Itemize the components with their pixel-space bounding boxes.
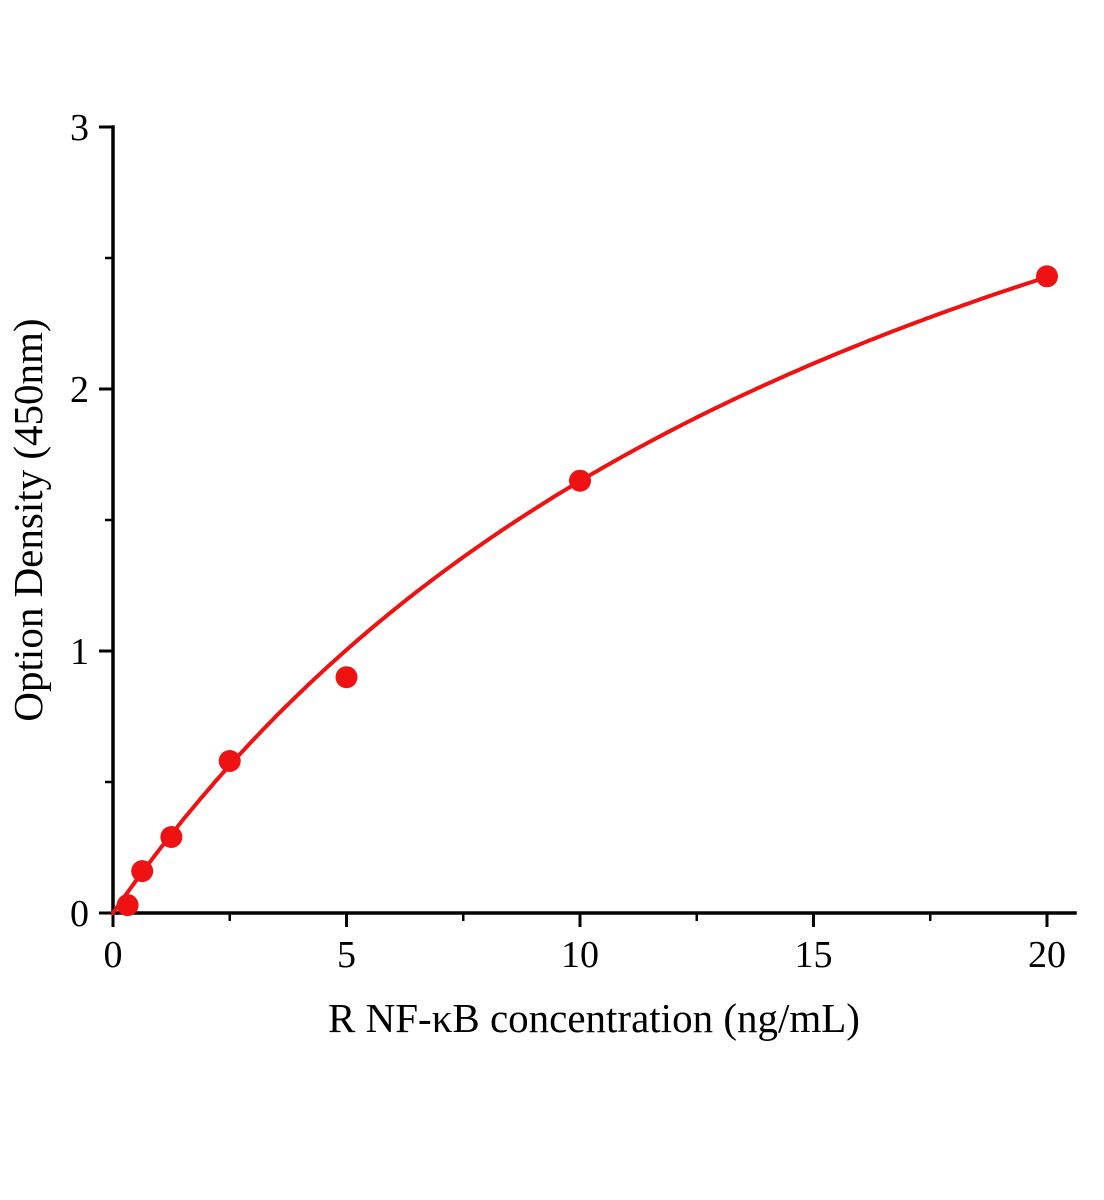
data-point (569, 469, 591, 492)
y-axis-title: Option Density (450nm) (5, 318, 51, 721)
data-point (218, 750, 241, 772)
x-axis-title: R NF-κB concentration (ng/mL) (328, 995, 860, 1041)
y-tick-label: 3 (70, 107, 89, 149)
x-tick-label: 20 (1028, 934, 1066, 976)
y-tick-label: 1 (70, 631, 89, 673)
data-points (116, 265, 1058, 917)
x-tick-label: 5 (337, 934, 356, 976)
data-point (131, 860, 154, 883)
x-tick-label: 15 (794, 934, 832, 976)
data-point (160, 826, 183, 848)
y-tick-label: 2 (70, 369, 89, 411)
data-point (335, 666, 358, 689)
y-tick-label: 0 (70, 893, 89, 935)
data-point (116, 894, 139, 917)
axes (111, 125, 1077, 915)
tick-labels: 0 5 10 15 20 0 1 2 3 (70, 107, 1066, 976)
tick-marks (99, 125, 1049, 927)
fit-curve (111, 275, 1049, 915)
x-tick-label: 10 (561, 934, 599, 976)
data-point (1036, 265, 1058, 288)
plot-area: 0 5 10 15 20 0 1 2 3 (70, 107, 1077, 976)
x-tick-label: 0 (104, 934, 123, 976)
